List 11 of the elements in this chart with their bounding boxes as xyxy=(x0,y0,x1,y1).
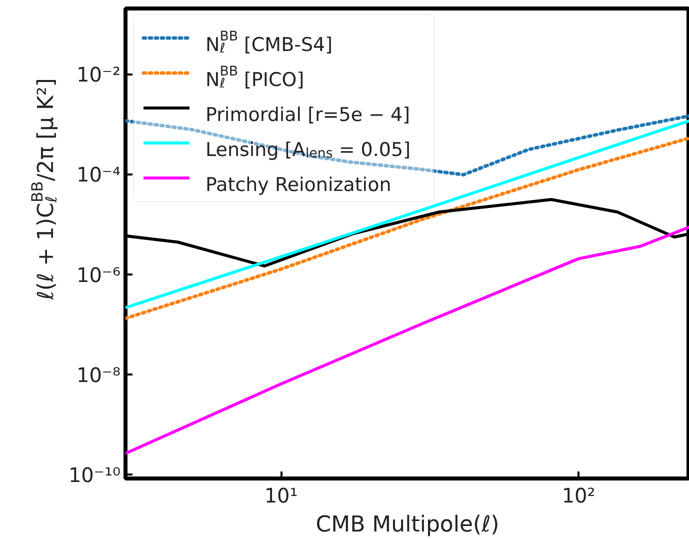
x-tick-label: 10² xyxy=(562,484,596,508)
legend-label: Patchy Reionization xyxy=(206,174,392,196)
y-tick-label: 10⁻⁴ xyxy=(76,162,121,187)
x-tick-label: 10¹ xyxy=(264,484,298,508)
y-tick-label: 10⁻⁸ xyxy=(76,362,121,387)
y-tick-label: 10⁻⁶ xyxy=(76,262,121,287)
y-axis-title: ℓ(ℓ + 1)CℓBB/2π [μ K²] xyxy=(28,78,60,301)
legend-label: Primordial [r=5e − 4] xyxy=(206,104,410,126)
y-tick-label: 10⁻² xyxy=(76,62,121,87)
x-axis-title: CMB Multipole(ℓ) xyxy=(316,512,500,538)
y-tick-label: 10⁻¹⁰ xyxy=(68,462,121,487)
